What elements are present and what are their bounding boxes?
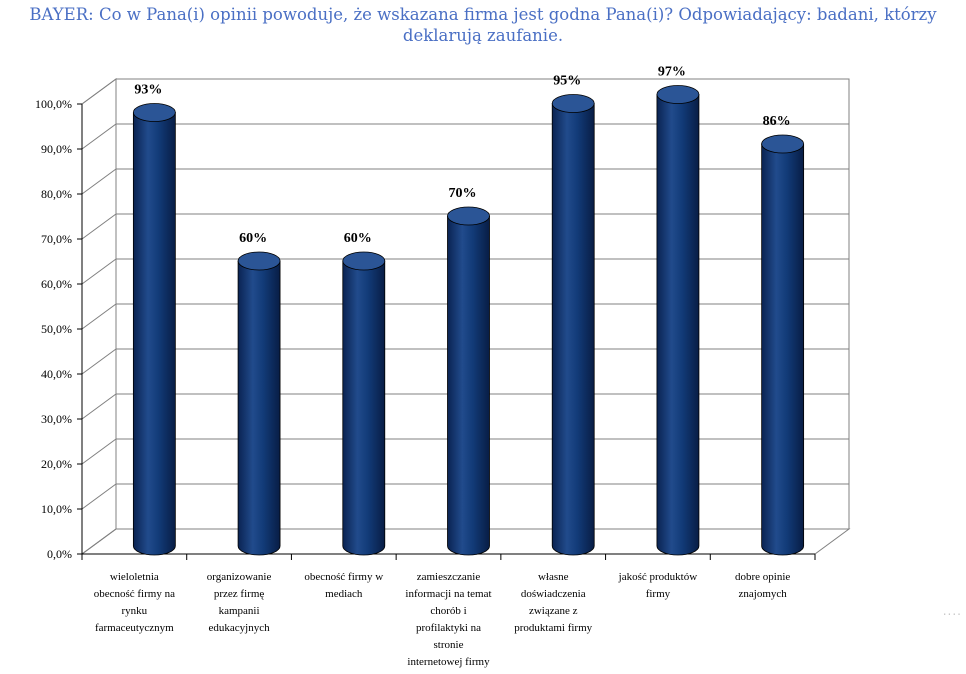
y-tick-label: 80,0% bbox=[41, 187, 72, 201]
y-tick-label: 90,0% bbox=[41, 142, 72, 156]
chart-title: BAYER: Co w Pana(i) opinii powoduje, że … bbox=[0, 4, 966, 46]
bar-body bbox=[656, 94, 700, 556]
bar bbox=[342, 251, 386, 556]
bar-top bbox=[656, 85, 700, 104]
y-tick-label: 40,0% bbox=[41, 367, 72, 381]
bar-top bbox=[447, 206, 490, 226]
gridline bbox=[81, 213, 849, 240]
x-category-label-line: dobre opinie bbox=[735, 571, 790, 583]
gridline bbox=[81, 483, 849, 510]
bars bbox=[132, 85, 805, 556]
data-labels: 93% 60% 60% 70% 95% 97% 86% bbox=[134, 65, 790, 247]
gridline bbox=[81, 393, 849, 420]
bar-body bbox=[761, 143, 805, 556]
data-label: 95% bbox=[553, 74, 581, 89]
bar-body bbox=[132, 112, 176, 556]
y-tick-label: 60,0% bbox=[41, 277, 72, 291]
x-category-label-line: związane z bbox=[529, 605, 578, 617]
bar bbox=[237, 251, 281, 556]
gridline bbox=[81, 78, 849, 105]
bar-body bbox=[447, 215, 490, 556]
x-category-label-line: chorób i bbox=[430, 605, 466, 617]
x-category-label-line: własne bbox=[538, 571, 569, 583]
bar bbox=[447, 206, 490, 556]
gridline bbox=[81, 303, 849, 330]
x-category-label-line: zamieszczanie bbox=[417, 571, 481, 583]
data-label: 60% bbox=[344, 231, 372, 246]
x-category-label-line: obecność firmy na bbox=[94, 588, 175, 600]
x-category-label-line: przez firmę bbox=[214, 588, 264, 600]
y-tick-label: 10,0% bbox=[41, 502, 72, 516]
gridline bbox=[81, 528, 849, 555]
gridline bbox=[81, 438, 849, 465]
x-category-label-line: firmy bbox=[646, 588, 671, 600]
x-category-label-line: profilaktyki na bbox=[416, 622, 481, 634]
data-label: 70% bbox=[449, 186, 477, 201]
x-category-label: wieloletnia obecność firmy na rynku farmace… bbox=[94, 571, 175, 634]
bar-top bbox=[132, 103, 176, 122]
gridlines bbox=[81, 78, 849, 555]
title-line-1: BAYER: Co w Pana(i) opinii powoduje, że … bbox=[29, 5, 937, 24]
y-tick-label: 50,0% bbox=[41, 322, 72, 336]
bar bbox=[656, 85, 700, 556]
y-tick-label: 70,0% bbox=[41, 232, 72, 246]
x-category-label: jakość produktów firmy bbox=[618, 571, 698, 600]
y-tick-label: 30,0% bbox=[41, 412, 72, 426]
data-label: 93% bbox=[134, 83, 162, 98]
x-category-label-line: kampanii bbox=[219, 605, 260, 617]
y-tick-label: 0,0% bbox=[47, 547, 72, 561]
x-category-label-line: farmaceutycznym bbox=[95, 622, 174, 634]
gridline bbox=[81, 258, 849, 285]
bar bbox=[761, 134, 805, 556]
x-category-label-line: jakość produktów bbox=[618, 571, 698, 583]
bar bbox=[551, 94, 595, 556]
x-category-label: obecność firmy w mediach bbox=[304, 571, 383, 600]
gridline bbox=[81, 123, 849, 150]
more-indicator: .... bbox=[942, 604, 962, 618]
y-axis: 0,0% 10,0% 20,0% 30,0% 40,0% 50,0% 60,0% 70,0% 8… bbox=[35, 97, 83, 561]
bar-top bbox=[761, 134, 805, 154]
bar-body bbox=[342, 260, 386, 556]
x-category-label-line: obecność firmy w bbox=[304, 571, 383, 583]
title-line-2: deklarują zaufanie. bbox=[402, 26, 564, 45]
x-category-label-line: produktami firmy bbox=[514, 622, 592, 634]
x-category-label: dobre opinie znajomych bbox=[735, 571, 790, 600]
data-label: 60% bbox=[239, 231, 267, 246]
bar-top bbox=[551, 94, 595, 113]
y-tick-label: 100,0% bbox=[35, 97, 72, 111]
x-axis: wieloletnia obecność firmy na rynku farmace… bbox=[81, 553, 816, 668]
bar-top bbox=[237, 251, 281, 271]
x-category-label-line: internetowej firmy bbox=[407, 656, 490, 668]
gridline bbox=[81, 168, 849, 195]
x-category-label-line: rynku bbox=[122, 605, 148, 617]
x-category-label-line: znajomych bbox=[739, 588, 788, 600]
bar-top bbox=[342, 251, 386, 271]
x-category-label-line: wieloletnia bbox=[110, 571, 159, 583]
x-category-label-line: stronie bbox=[434, 639, 464, 651]
x-category-label: zamieszczanie informacji na temat chorób i… bbox=[405, 571, 491, 668]
bar bbox=[132, 103, 176, 556]
y-tick-label: 20,0% bbox=[41, 457, 72, 471]
gridline bbox=[81, 348, 849, 375]
x-category-label-line: organizowanie bbox=[207, 571, 272, 583]
bar-body bbox=[237, 260, 281, 556]
x-category-label-line: mediach bbox=[325, 588, 363, 600]
x-category-label-line: doświadczenia bbox=[521, 588, 586, 600]
bar-body bbox=[551, 103, 595, 556]
x-category-label-line: informacji na temat bbox=[405, 588, 491, 600]
data-label: 97% bbox=[658, 65, 686, 80]
data-label: 86% bbox=[763, 114, 791, 129]
x-category-label: organizowanie przez firmę kampanii edukacyj… bbox=[207, 571, 272, 634]
x-category-label: własne doświadczenia związane z produktami … bbox=[514, 571, 592, 634]
x-category-label-line: edukacyjnych bbox=[209, 622, 271, 634]
